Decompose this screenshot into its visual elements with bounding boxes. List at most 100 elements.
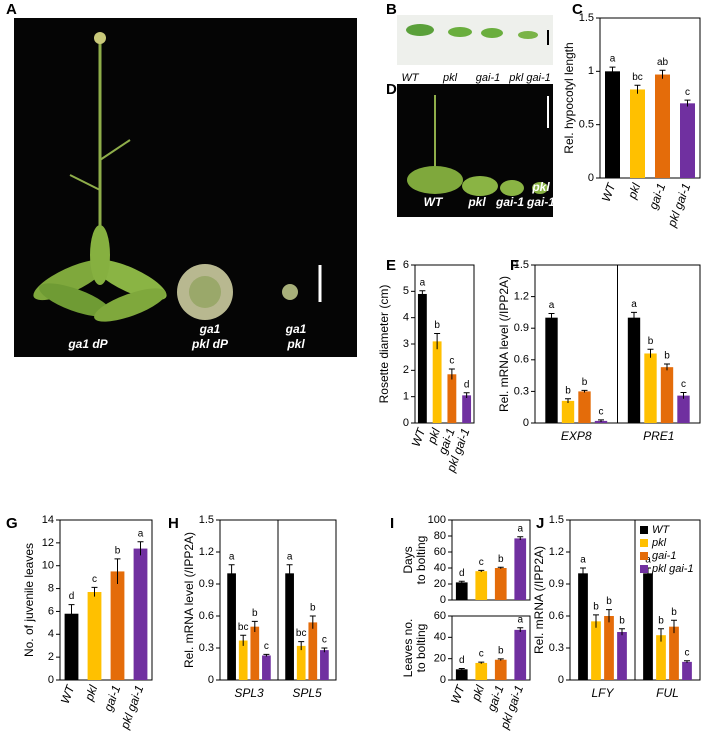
bar bbox=[475, 571, 488, 600]
bar bbox=[250, 626, 260, 680]
significance-letter: d bbox=[459, 568, 465, 579]
bar bbox=[545, 317, 558, 423]
y-tick-label: 20 bbox=[434, 653, 446, 665]
significance-letter: c bbox=[681, 379, 686, 390]
legend-label: WT bbox=[652, 524, 670, 536]
legend-swatch bbox=[640, 539, 648, 547]
x-tick-label: pkl bbox=[625, 181, 644, 201]
error-bar bbox=[114, 558, 121, 584]
significance-letter: b bbox=[648, 336, 654, 347]
bar bbox=[64, 613, 79, 680]
bar bbox=[605, 71, 620, 178]
significance-letter: a bbox=[517, 523, 523, 534]
bar bbox=[561, 400, 575, 423]
x-tick-label: gai-1 bbox=[646, 181, 668, 211]
y-tick-label: 0 bbox=[588, 172, 594, 184]
y-axis-label: Leaves no. bbox=[401, 619, 415, 678]
bar bbox=[680, 103, 695, 178]
error-bar bbox=[434, 332, 441, 350]
error-bar bbox=[463, 392, 470, 398]
error-bar bbox=[598, 419, 604, 422]
y-tick-label: 40 bbox=[434, 631, 446, 643]
significance-letter: c bbox=[685, 87, 690, 98]
y-tick-label: 0 bbox=[403, 417, 409, 429]
x-tick-label: pkl bbox=[424, 426, 443, 446]
y-tick-label: 5 bbox=[403, 285, 409, 297]
y-tick-label: 12 bbox=[42, 537, 54, 549]
x-tick-label: SPL5 bbox=[292, 686, 322, 700]
photo-label: pkl bbox=[286, 337, 305, 351]
bar bbox=[87, 592, 102, 680]
error-bar bbox=[497, 566, 504, 569]
significance-letter: c bbox=[479, 649, 484, 660]
bar bbox=[617, 632, 627, 680]
legend-swatch bbox=[640, 526, 648, 534]
error-bar bbox=[478, 569, 485, 572]
legend-label: pkl bbox=[651, 537, 667, 549]
error-bar bbox=[240, 634, 247, 646]
x-tick-label: WT bbox=[599, 180, 619, 204]
y-tick-label: 40 bbox=[434, 562, 446, 574]
significance-letter: d bbox=[69, 591, 75, 602]
significance-letter: c bbox=[479, 557, 484, 568]
bar bbox=[447, 374, 457, 423]
significance-letter: a bbox=[645, 555, 651, 566]
y-tick-label: 0 bbox=[440, 674, 446, 686]
y-axis-label: Rosette diameter (cm) bbox=[377, 285, 391, 404]
bar bbox=[591, 621, 601, 680]
y-tick-label: 1.5 bbox=[514, 259, 529, 271]
y-axis-label: Rel. hypocotyl length bbox=[562, 42, 576, 153]
axes-frame bbox=[59, 519, 153, 681]
x-tick-label: WT bbox=[448, 682, 468, 706]
y-tick-label: 0 bbox=[523, 417, 529, 429]
significance-letter: b bbox=[619, 615, 625, 626]
error-bar bbox=[684, 99, 691, 107]
error-bar bbox=[565, 398, 571, 403]
y-tick-label: 0.6 bbox=[199, 610, 214, 622]
bar bbox=[627, 317, 641, 423]
photo-label: pkl dP bbox=[191, 337, 229, 351]
y-tick-label: 0.5 bbox=[579, 119, 594, 131]
error-bar bbox=[68, 604, 75, 623]
bar bbox=[656, 635, 666, 680]
error-bar bbox=[658, 628, 664, 642]
y-tick-label: 4 bbox=[403, 312, 409, 324]
x-tick-label: PRE1 bbox=[643, 429, 674, 443]
x-tick-label: pkl gai-1 bbox=[664, 181, 693, 229]
photo-label: pkl gai-1 bbox=[508, 72, 551, 84]
panel-label: E bbox=[386, 257, 396, 274]
bar bbox=[417, 293, 427, 423]
plant-drawings-d bbox=[407, 95, 549, 196]
error-bar bbox=[419, 290, 426, 298]
photo-label: WT bbox=[401, 72, 419, 84]
y-tick-label: 1.2 bbox=[549, 546, 564, 558]
y-tick-label: 8 bbox=[48, 582, 54, 594]
y-tick-label: 1.2 bbox=[514, 291, 529, 303]
y-tick-label: 0.3 bbox=[549, 642, 564, 654]
bar bbox=[462, 395, 472, 423]
significance-letter: b bbox=[671, 607, 677, 618]
y-axis-label: Rel. mRNA (/IPP2A) bbox=[532, 546, 546, 654]
y-tick-label: 0 bbox=[558, 674, 564, 686]
error-bar bbox=[548, 312, 555, 322]
y-tick-label: 0.9 bbox=[199, 578, 214, 590]
error-bar bbox=[517, 536, 524, 540]
panel-label: A bbox=[6, 1, 17, 18]
panel-label: H bbox=[168, 515, 179, 532]
significance-letter: a bbox=[580, 555, 586, 566]
error-bar bbox=[634, 84, 641, 94]
error-bar bbox=[517, 627, 524, 632]
error-bar bbox=[609, 66, 616, 76]
photo-label: gai-1 bbox=[526, 195, 555, 209]
bar bbox=[630, 89, 645, 178]
y-tick-label: 60 bbox=[434, 546, 446, 558]
y-tick-label: 10 bbox=[42, 560, 54, 572]
bar bbox=[238, 640, 248, 680]
significance-letter: a bbox=[420, 277, 426, 288]
y-axis-label: Days bbox=[401, 546, 415, 573]
significance-letter: d bbox=[464, 379, 470, 390]
error-bar bbox=[659, 69, 666, 79]
panel-label: J bbox=[536, 515, 544, 532]
panel-label: D bbox=[386, 81, 397, 98]
bar bbox=[475, 662, 488, 680]
